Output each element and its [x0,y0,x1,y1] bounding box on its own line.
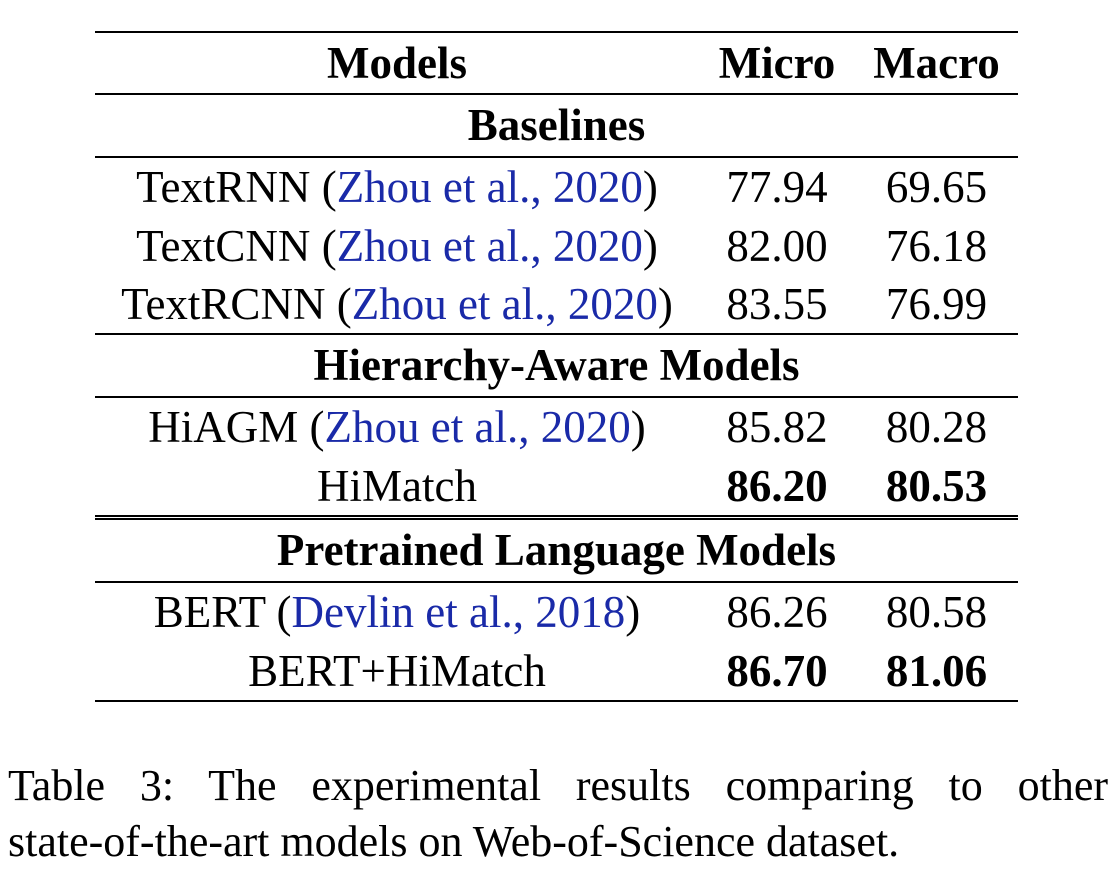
model-name: TextRCNN [121,278,326,329]
citation-open-paren: ( [265,587,292,637]
micro-score: 86.20 [726,460,828,511]
results-table: Models Micro Macro Baselines TextRNN (Zho… [95,31,1018,702]
citation-link[interactable]: Zhou et al., 2020 [324,402,631,452]
model-cell: TextCNN (Zhou et al., 2020) [95,217,699,275]
micro-score: 82.00 [726,220,828,271]
citation-open-paren: ( [325,278,352,329]
citation-close-paren: ) [642,162,658,212]
table-row: TextRCNN (Zhou et al., 2020) 83.55 76.99 [95,275,1018,334]
section-header-row: Hierarchy-Aware Models [95,333,1018,397]
section-header-row: Pretrained Language Models [95,515,1018,582]
micro-score: 85.82 [699,396,855,457]
citation-link[interactable]: Zhou et al., 2020 [336,220,643,271]
model-cell: BERT (Devlin et al., 2018) [95,581,699,642]
macro-score: 80.28 [855,396,1018,457]
caption-line-2: state-of-the-art models on Web-of-Scienc… [8,817,900,866]
macro-score: 80.58 [855,581,1018,642]
caption-line-1: Table 3: The experimental results compar… [8,761,1108,810]
citation-open-paren: ( [310,162,337,212]
micro-score: 86.70 [699,642,855,702]
table-row: BERT (Devlin et al., 2018) 86.26 80.58 [95,581,1018,642]
model-name: TextCNN [136,220,311,271]
macro-score: 81.06 [855,642,1018,702]
model-name: HiMatch [317,460,477,511]
citation-open-paren: ( [298,402,325,452]
citation-close-paren: ) [657,278,673,329]
citation-link[interactable]: Devlin et al., 2018 [291,587,626,637]
model-name: TextRNN [136,162,311,212]
model-name: BERT+HiMatch [248,645,546,696]
table-header-row: Models Micro Macro [95,31,1018,94]
micro-score: 86.26 [699,581,855,642]
citation-close-paren: ) [642,220,658,271]
macro-score: 69.65 [855,156,1018,217]
section-title: Hierarchy-Aware Models [95,333,1018,397]
model-cell: TextRNN (Zhou et al., 2020) [95,156,699,217]
header-micro: Micro [699,31,855,94]
macro-score: 76.99 [885,278,988,329]
section-header-row: Baselines [95,93,1018,157]
model-name: BERT [153,587,266,637]
table-row: BERT+HiMatch 86.70 81.06 [95,642,1018,702]
citation-link[interactable]: Zhou et al., 2020 [336,162,643,212]
header-models: Models [95,31,699,94]
micro-score: 83.55 [726,278,828,329]
table-row: HiMatch 86.20 80.53 [95,457,1018,518]
citation-close-paren: ) [625,587,641,637]
model-name: HiAGM [148,402,299,452]
table-row: HiAGM (Zhou et al., 2020) 85.82 80.28 [95,396,1018,457]
model-cell: HiAGM (Zhou et al., 2020) [95,396,699,457]
header-macro: Macro [855,31,1018,94]
citation-link[interactable]: Zhou et al., 2020 [351,278,658,329]
model-cell: HiMatch [95,457,699,518]
model-cell: TextRCNN (Zhou et al., 2020) [95,275,699,334]
section-title: Baselines [95,93,1018,157]
macro-score: 80.53 [885,460,988,511]
citation-close-paren: ) [630,402,646,452]
table-row: TextCNN (Zhou et al., 2020) 82.00 76.18 [95,217,1018,275]
macro-score: 76.18 [885,220,988,271]
micro-score: 77.94 [699,156,855,217]
section-title: Pretrained Language Models [95,515,1018,582]
table-caption: Table 3: The experimental results compar… [8,758,1108,870]
model-cell: BERT+HiMatch [95,642,699,702]
table-row: TextRNN (Zhou et al., 2020) 77.94 69.65 [95,156,1018,217]
citation-open-paren: ( [310,220,337,271]
